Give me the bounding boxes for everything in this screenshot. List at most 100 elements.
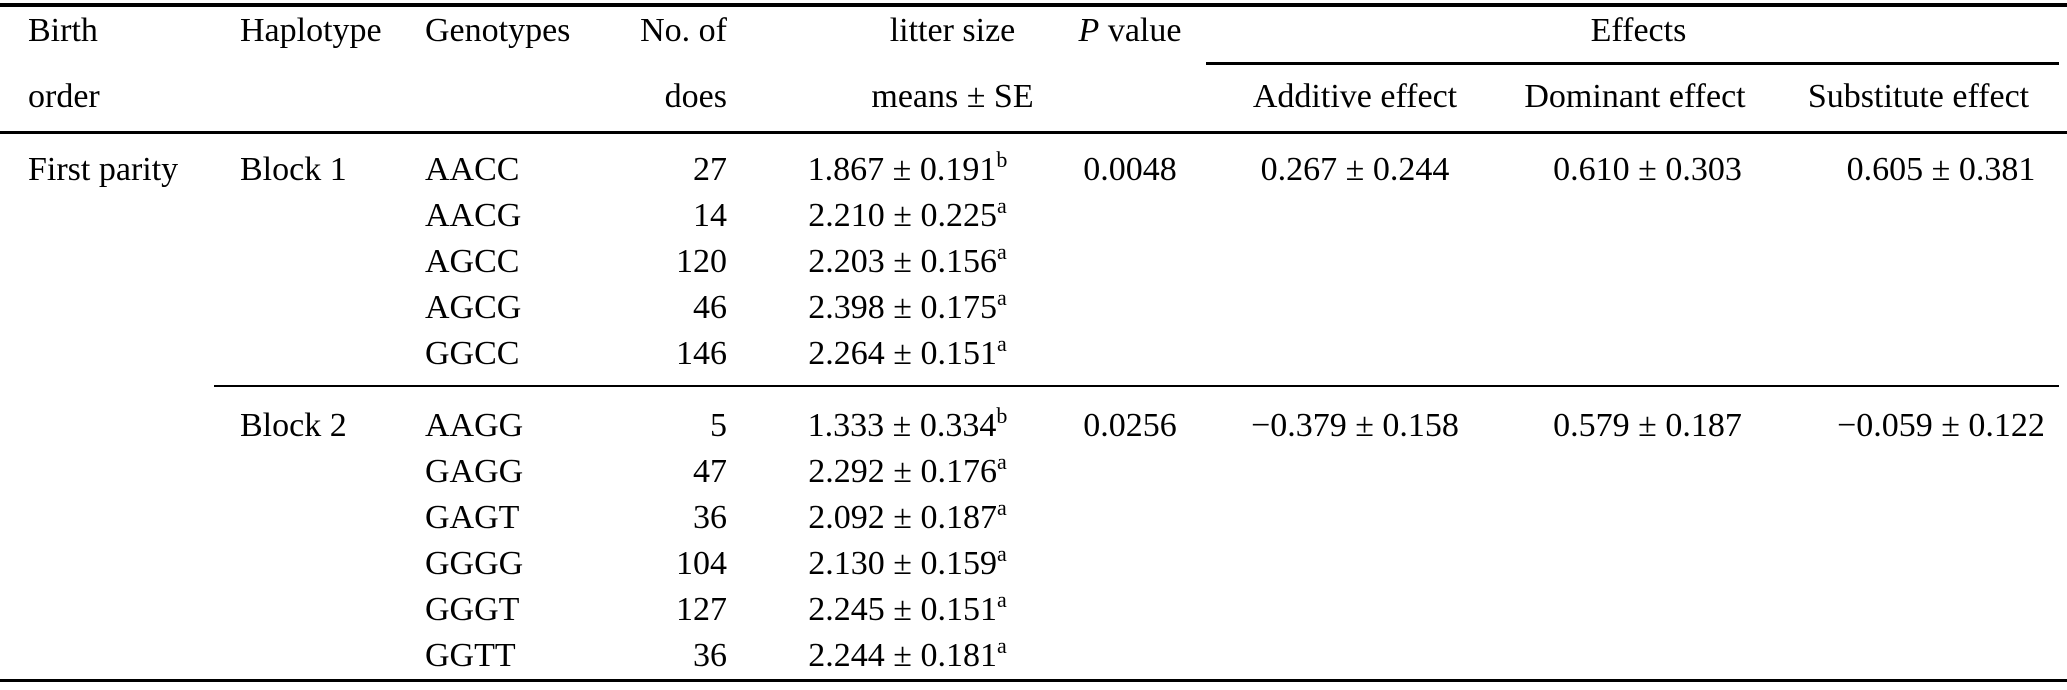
litter-size-mean: 2.092 ± 0.187	[808, 499, 997, 536]
does-count-cell: 120	[676, 243, 727, 280]
p-value-header-spacer	[1050, 65, 1210, 134]
additive-effect-cell	[1210, 285, 1500, 331]
birth-order-cell	[0, 633, 240, 679]
litter-size-mean: 2.245 ± 0.151	[808, 591, 997, 628]
litter-size-mean: 2.264 ± 0.151	[808, 335, 997, 372]
significance-letter: a	[996, 193, 1007, 218]
p-value-cell	[1050, 449, 1210, 495]
genotype-cell: AACC	[425, 151, 520, 188]
birth-order-cell	[0, 387, 240, 449]
table-body: First parity Block 1 AACC 27 1.867 ± 0.1…	[0, 133, 2067, 680]
genotype-cell: GGCC	[425, 335, 520, 372]
no-of-does-header-line1: No. of	[640, 12, 727, 49]
litter-size-header-line2: means ± SE	[735, 65, 1050, 134]
haplotype-cell	[240, 541, 425, 587]
table-row: AACG 14 2.210 ± 0.225a	[0, 193, 2067, 239]
dominant-effect-cell	[1500, 587, 1770, 633]
significance-letter: b	[996, 403, 1008, 428]
haplotype-cell	[240, 495, 425, 541]
birth-order-cell	[0, 193, 240, 239]
birth-order-cell	[0, 331, 240, 387]
p-value-cell	[1050, 285, 1210, 331]
table-row: GAGG 47 2.292 ± 0.176a	[0, 449, 2067, 495]
genotypes-header-spacer	[425, 65, 640, 134]
dominant-effect-cell: 0.579 ± 0.187	[1553, 407, 1742, 444]
litter-size-mean: 1.867 ± 0.191	[807, 151, 997, 188]
dominant-effect-cell	[1500, 193, 1770, 239]
birth-order-cell	[0, 587, 240, 633]
litter-size-mean: 1.333 ± 0.334	[807, 407, 997, 444]
does-count-cell: 27	[693, 151, 727, 188]
significance-letter: b	[996, 147, 1008, 172]
litter-size-cell: 2.130 ± 0.159a	[735, 541, 1050, 587]
does-count-cell: 36	[693, 499, 727, 536]
significance-letter: a	[996, 331, 1007, 356]
table-row: GGGG 104 2.130 ± 0.159a	[0, 541, 2067, 587]
significance-letter: a	[996, 239, 1007, 264]
birth-order-cell	[0, 495, 240, 541]
litter-size-header-line1: litter size	[889, 12, 1016, 49]
table-row: GGCC 146 2.264 ± 0.151a	[0, 331, 2067, 387]
substitute-effect-cell	[1770, 587, 2067, 633]
substitute-effect-cell	[1770, 495, 2067, 541]
additive-effect-header: Additive effect	[1210, 65, 1500, 134]
does-count-cell: 5	[710, 407, 727, 444]
litter-size-mean: 2.210 ± 0.225	[808, 197, 997, 234]
dominant-effect-cell	[1500, 331, 1770, 387]
table-row: Block 2 AAGG 5 1.333 ± 0.334b 0.0256 −0.…	[0, 387, 2067, 449]
substitute-effect-cell	[1770, 633, 2067, 679]
birth-order-header-line2: order	[0, 65, 240, 134]
dominant-effect-cell	[1500, 285, 1770, 331]
haplotype-header-spacer	[240, 65, 425, 134]
birth-order-header-line1: Birth	[28, 12, 98, 49]
dominant-effect-cell	[1500, 495, 1770, 541]
table-row: GGTT 36 2.244 ± 0.181a	[0, 633, 2067, 679]
does-count-cell: 127	[676, 591, 727, 628]
haplotype-cell	[240, 331, 425, 387]
haplotype-cell: Block 1	[240, 151, 347, 188]
additive-effect-cell: 0.267 ± 0.244	[1260, 151, 1450, 188]
additive-effect-cell	[1210, 633, 1500, 679]
haplotype-header: Haplotype	[240, 12, 382, 49]
litter-size-mean: 2.398 ± 0.175	[808, 289, 997, 326]
substitute-effect-cell	[1770, 285, 2067, 331]
dominant-effect-cell	[1500, 239, 1770, 285]
birth-order-cell	[0, 449, 240, 495]
genotype-cell: GAGT	[425, 499, 520, 536]
dominant-effect-cell	[1500, 633, 1770, 679]
additive-effect-cell	[1210, 587, 1500, 633]
header-row-2: order does means ± SE Additive effect Do…	[0, 65, 2067, 134]
litter-size-cell: 1.333 ± 0.334b	[735, 387, 1050, 449]
substitute-effect-cell	[1770, 193, 2067, 239]
substitute-effect-cell: −0.059 ± 0.122	[1837, 407, 2045, 444]
genotype-cell: GGGT	[425, 591, 520, 628]
p-value-cell	[1050, 587, 1210, 633]
p-value-cell: 0.0256	[1083, 407, 1177, 444]
significance-letter: a	[996, 285, 1007, 310]
effects-group-header: Effects	[1206, 7, 2067, 65]
birth-order-cell	[0, 285, 240, 331]
header-row-1: Birth Haplotype Genotypes No. of litter …	[0, 7, 2067, 65]
substitute-effect-cell	[1770, 331, 2067, 387]
table-row: First parity Block 1 AACC 27 1.867 ± 0.1…	[0, 133, 2067, 194]
additive-effect-cell	[1210, 239, 1500, 285]
litter-size-mean: 2.130 ± 0.159	[808, 545, 997, 582]
haplotype-cell	[240, 449, 425, 495]
p-symbol: P	[1078, 12, 1100, 49]
no-of-does-header-line2: does	[640, 65, 735, 134]
substitute-effect-header: Substitute effect	[1770, 65, 2067, 134]
litter-size-cell: 2.245 ± 0.151a	[735, 587, 1050, 633]
haplotype-cell	[240, 193, 425, 239]
table-header: Birth Haplotype Genotypes No. of litter …	[0, 7, 2067, 134]
block-divider-rule	[214, 385, 2059, 387]
table-row: AGCG 46 2.398 ± 0.175a	[0, 285, 2067, 331]
table-row: AGCC 120 2.203 ± 0.156a	[0, 239, 2067, 285]
birth-order-cell: First parity	[28, 151, 179, 188]
significance-letter: a	[996, 541, 1007, 566]
table-row: GAGT 36 2.092 ± 0.187a	[0, 495, 2067, 541]
litter-size-cell: 2.264 ± 0.151a	[735, 331, 1050, 387]
does-count-cell: 104	[676, 545, 727, 582]
litter-size-cell: 2.398 ± 0.175a	[735, 285, 1050, 331]
haplotype-effects-table: Birth Haplotype Genotypes No. of litter …	[0, 7, 2067, 679]
birth-order-cell	[0, 239, 240, 285]
